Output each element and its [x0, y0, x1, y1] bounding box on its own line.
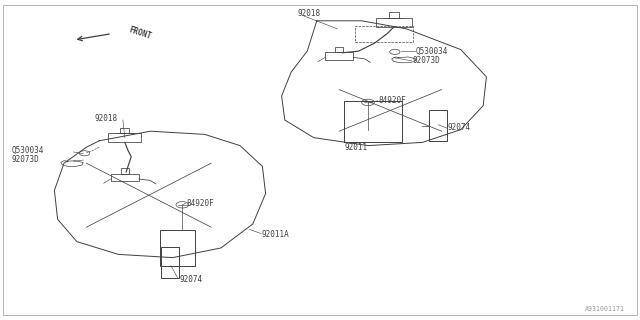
Bar — [429, 110, 447, 141]
Text: 92018: 92018 — [95, 114, 118, 123]
Text: FRONT: FRONT — [128, 26, 153, 42]
Text: 92073D: 92073D — [413, 56, 440, 65]
Bar — [160, 230, 195, 266]
Bar — [355, 26, 413, 42]
Bar — [325, 52, 353, 60]
Bar — [120, 128, 129, 133]
Text: 92073D: 92073D — [12, 156, 39, 164]
Text: 92011: 92011 — [344, 143, 367, 152]
Bar — [335, 47, 344, 52]
Bar — [120, 168, 129, 174]
Text: 84920F: 84920F — [379, 96, 406, 105]
Bar — [161, 247, 179, 278]
Bar — [388, 12, 399, 18]
Bar — [344, 101, 402, 142]
Text: Q530034: Q530034 — [416, 47, 449, 56]
Text: 92011A: 92011A — [261, 230, 289, 239]
Bar — [376, 18, 412, 27]
Text: A931001171: A931001171 — [585, 306, 625, 312]
Text: 92074: 92074 — [448, 124, 471, 132]
Text: Q530034: Q530034 — [12, 146, 44, 155]
Bar — [108, 133, 141, 142]
Text: 84920F: 84920F — [187, 199, 214, 208]
Bar — [111, 174, 139, 181]
Text: 92074: 92074 — [179, 275, 202, 284]
Text: 92018: 92018 — [298, 9, 321, 18]
